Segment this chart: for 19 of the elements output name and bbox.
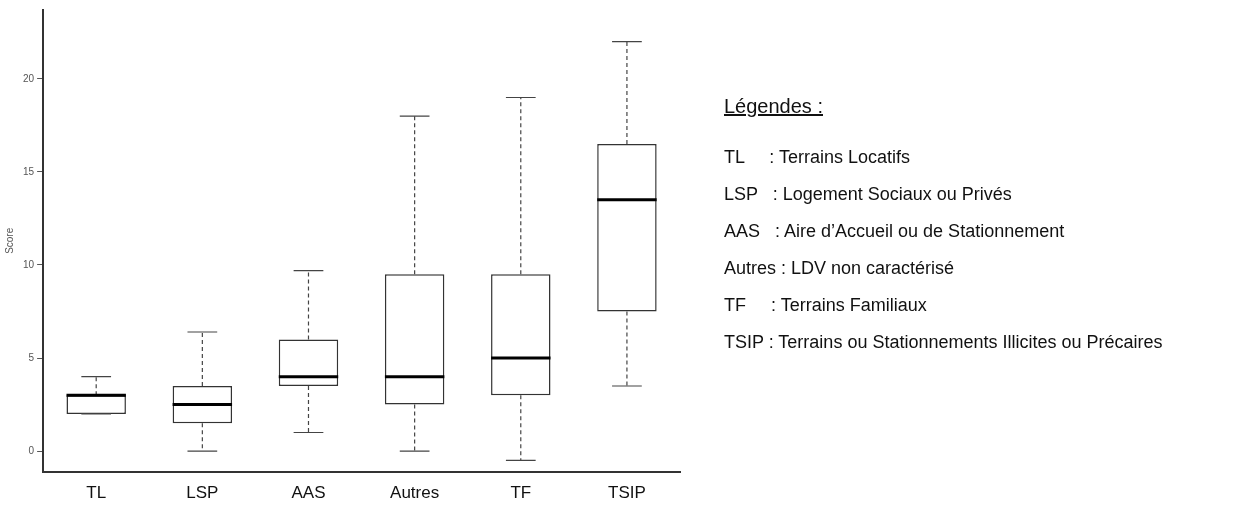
y-tick-label: 20 bbox=[23, 72, 35, 84]
text: Légendes : bbox=[724, 94, 824, 119]
x-tick-label: TL bbox=[86, 483, 107, 503]
text: TF : Terrains Familiaux bbox=[724, 294, 928, 317]
x-tick-label: Autres bbox=[390, 483, 440, 503]
text: AAS : Aire d’Accueil ou de Stationnement bbox=[724, 220, 1066, 243]
y-axis-title: Score bbox=[3, 227, 15, 254]
text: LSP : Logement Sociaux ou Privés bbox=[724, 183, 1013, 206]
x-tick-label: TF bbox=[510, 483, 532, 503]
x-tick-label: LSP bbox=[186, 483, 219, 503]
y-tick-label: 10 bbox=[23, 258, 35, 270]
y-tick-label: 5 bbox=[28, 351, 35, 363]
text: Autres : LDV non caractérisé bbox=[724, 257, 956, 280]
y-tick-label: 0 bbox=[28, 444, 35, 456]
x-tick-label: AAS bbox=[291, 483, 326, 503]
x-tick-label: TSIP bbox=[608, 483, 646, 503]
text: TL : Terrains Locatifs bbox=[724, 146, 912, 169]
text: TSIP : Terrains ou Stationnements Illicites ou Précaires bbox=[724, 331, 1163, 354]
y-tick-label: 15 bbox=[23, 165, 35, 177]
